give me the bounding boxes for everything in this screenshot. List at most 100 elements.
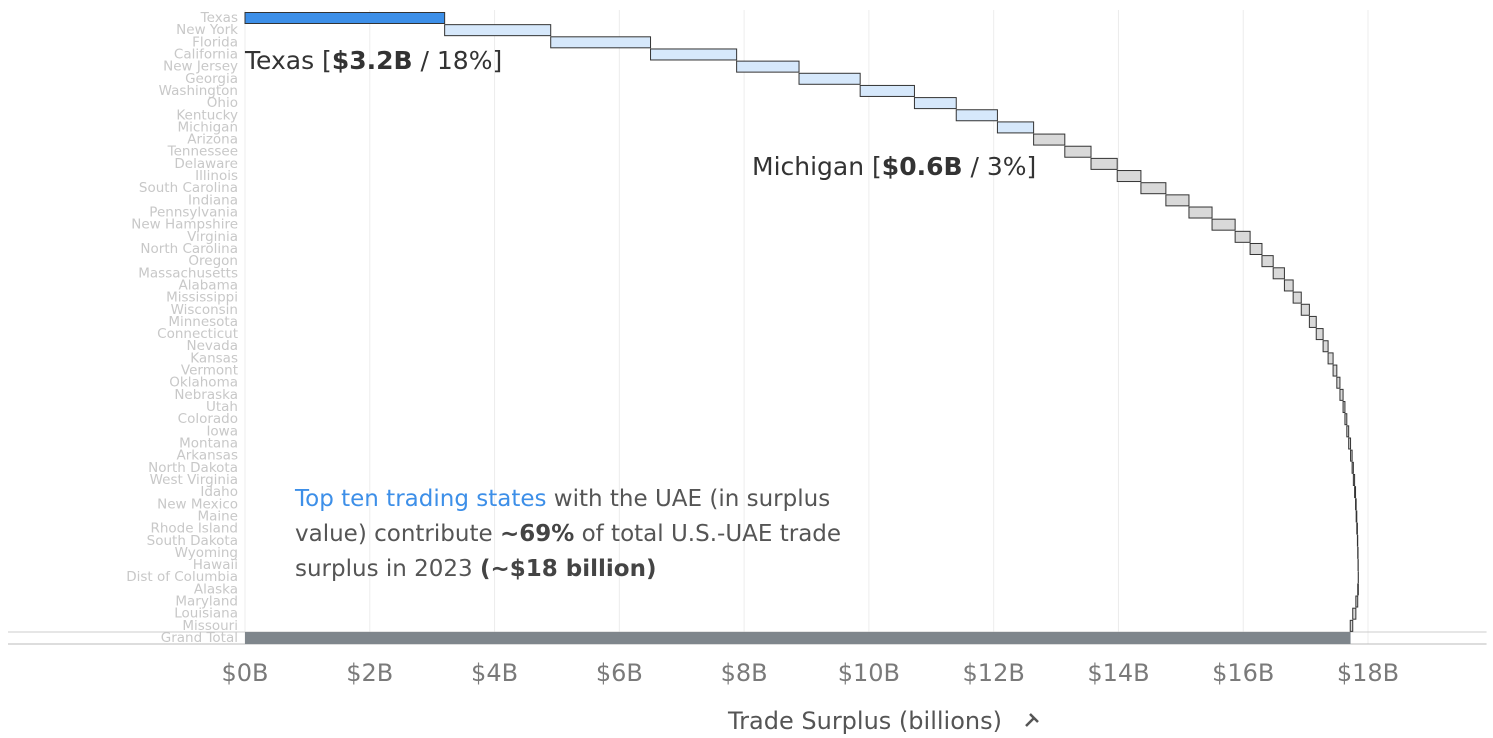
bar <box>736 60 800 73</box>
bar <box>859 84 915 97</box>
y-tick-label: Alabama <box>178 277 238 293</box>
bar <box>1332 364 1338 377</box>
x-tick-label: $16B <box>1212 659 1274 687</box>
bar <box>444 24 552 37</box>
bar <box>1357 583 1359 596</box>
caption-run: Top ten trading states <box>295 486 547 512</box>
bar <box>1315 328 1324 341</box>
bar <box>996 121 1035 134</box>
y-tick-label: New Mexico <box>157 496 238 512</box>
y-tick-label: Grand Total <box>161 630 238 646</box>
annotation: Michigan [$0.6B / 3%] <box>752 152 1036 181</box>
total-bar <box>245 632 1351 645</box>
bar <box>1308 315 1317 328</box>
bar <box>1355 510 1358 523</box>
annotation-part: $3.2B <box>332 46 413 75</box>
y-tick-label: Texas <box>200 10 238 26</box>
bar <box>1292 291 1302 304</box>
bar <box>1350 449 1353 462</box>
y-tick-label: Virginia <box>187 229 238 245</box>
y-tick-label: Washington <box>159 83 238 99</box>
y-tick-label: West Virginia <box>150 472 238 488</box>
y-tick-label: Georgia <box>185 71 238 87</box>
bar <box>1140 182 1167 195</box>
y-tick-label: Dist of Columbia <box>126 569 238 585</box>
y-tick-label: Arkansas <box>176 448 238 464</box>
y-tick-label: New York <box>176 22 238 38</box>
y-tick-label: Wyoming <box>175 545 238 561</box>
bar <box>1064 145 1092 158</box>
y-tick-label: Rhode Island <box>150 521 238 537</box>
x-axis-title: Trade Surplus (billions) <box>727 707 1002 735</box>
annotation-part: Texas [ <box>244 46 332 75</box>
y-tick-label: New Hampshire <box>131 217 238 233</box>
y-tick-label: Hawaii <box>193 557 238 573</box>
y-tick-label: Florida <box>192 34 238 50</box>
caption-run: (~$18 billion) <box>480 556 657 582</box>
bar <box>1351 461 1354 474</box>
x-tick-label: $18B <box>1337 659 1399 687</box>
x-tick-label: $2B <box>346 659 393 687</box>
y-tick-label: South Carolina <box>139 180 238 196</box>
x-tick-label: $12B <box>963 659 1025 687</box>
y-tick-label: Maryland <box>175 594 238 610</box>
y-tick-label: Kansas <box>190 350 238 366</box>
caption: Top ten trading states with the UAE (in … <box>295 482 845 587</box>
bar <box>1283 279 1294 292</box>
y-tick-label: New Jersey <box>163 59 238 75</box>
y-tick-label: Idaho <box>200 484 238 500</box>
annotation-part: 18%] <box>437 46 502 75</box>
annotation: Texas [$3.2B / 18%] <box>244 46 502 75</box>
bar <box>1342 401 1346 414</box>
bar <box>1300 303 1310 316</box>
annotation-part: $0.6B <box>882 152 963 181</box>
bar <box>1322 340 1329 353</box>
y-tick-label: Montana <box>179 435 238 451</box>
bar <box>1272 267 1285 280</box>
x-tick-label: $10B <box>838 659 900 687</box>
x-tick-label: $6B <box>596 659 643 687</box>
annotation-part: / <box>413 46 437 75</box>
y-tick-label: Nevada <box>186 338 238 354</box>
x-tick-label: $0B <box>221 659 268 687</box>
y-tick-label: Indiana <box>188 192 238 208</box>
y-tick-label: Connecticut <box>157 326 238 342</box>
bar <box>913 97 957 110</box>
y-tick-label: Illinois <box>195 168 238 184</box>
bar <box>1090 157 1118 170</box>
bar <box>1352 607 1357 620</box>
bar <box>1249 242 1263 255</box>
y-tick-label: Kentucky <box>176 107 238 123</box>
x-tick-label: $4B <box>471 659 518 687</box>
y-tick-label: Delaware <box>174 156 238 172</box>
bar <box>1336 376 1341 389</box>
bar <box>1339 388 1344 401</box>
y-tick-label: Maine <box>197 508 238 524</box>
bar <box>1355 595 1359 608</box>
caption-run: with the UAE (in surplus value) contribu… <box>295 486 831 547</box>
y-tick-label: Louisiana <box>174 606 238 622</box>
bar <box>1327 352 1334 365</box>
x-tick-label: $14B <box>1087 659 1149 687</box>
y-tick-label: Massachusetts <box>138 265 238 281</box>
y-tick-label: Tennessee <box>167 144 238 160</box>
bar <box>1349 619 1354 632</box>
bar <box>1355 498 1357 511</box>
y-tick-label: North Dakota <box>148 460 238 476</box>
bar <box>1261 255 1274 268</box>
y-tick-label: Oklahoma <box>169 375 238 391</box>
y-tick-label: Arizona <box>187 132 238 148</box>
y-tick-label: Alaska <box>194 581 238 597</box>
pin-icon <box>1025 713 1039 727</box>
bar <box>1211 218 1236 231</box>
bar <box>1348 437 1352 450</box>
y-tick-label: Vermont <box>181 363 238 379</box>
bar <box>650 48 738 61</box>
bar <box>955 109 998 122</box>
y-tick-label: Ohio <box>207 95 238 111</box>
bar <box>1188 206 1213 219</box>
bar <box>1165 194 1190 207</box>
bar <box>1033 133 1066 146</box>
